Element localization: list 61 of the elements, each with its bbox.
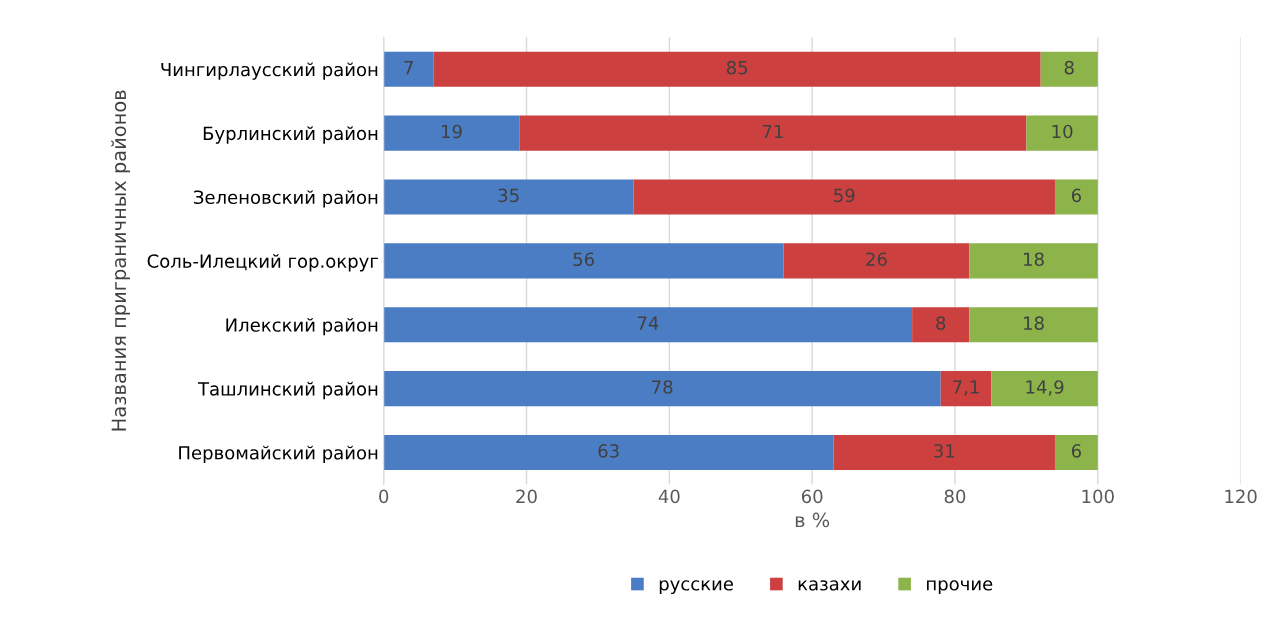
x-tick-label: 80 bbox=[944, 489, 966, 504]
bar bbox=[1054, 434, 1098, 471]
bar bbox=[940, 371, 992, 407]
bar bbox=[383, 179, 634, 215]
y-tick-label: Первомайский район bbox=[179, 445, 378, 464]
data-label: 74 bbox=[637, 316, 659, 330]
data-label: 35 bbox=[498, 188, 519, 203]
data-label: 56 bbox=[573, 252, 594, 267]
x-tick-label: 40 bbox=[658, 489, 680, 504]
y-tick-label: Ташлинский район bbox=[197, 381, 378, 400]
y-tick-label: Соль-Илецкий гор.округ bbox=[147, 254, 378, 272]
bar bbox=[1040, 51, 1098, 87]
y-tick-label: Илекский район bbox=[226, 317, 378, 336]
x-axis-title: в % bbox=[795, 512, 830, 528]
y-tick-label: Зеленовский район bbox=[194, 190, 378, 208]
data-label: 7 bbox=[404, 61, 413, 75]
bar bbox=[912, 307, 970, 343]
data-label: 18 bbox=[1024, 316, 1044, 330]
data-label: 10 bbox=[1052, 124, 1073, 139]
data-label: 63 bbox=[598, 444, 619, 458]
x-tick-label: 20 bbox=[516, 489, 537, 504]
bar bbox=[991, 371, 1098, 407]
y-tick-label: Чингирлаусский район bbox=[161, 62, 378, 80]
bar bbox=[783, 243, 970, 279]
data-label: 59 bbox=[834, 188, 855, 203]
bar bbox=[969, 307, 1098, 343]
bar bbox=[383, 307, 913, 343]
x-tick-label: 60 bbox=[801, 489, 823, 504]
data-label: 14,9 bbox=[1026, 380, 1064, 396]
data-label: 6 bbox=[1071, 188, 1081, 203]
bar bbox=[1026, 115, 1098, 151]
bar bbox=[833, 434, 1055, 471]
bar bbox=[383, 243, 784, 279]
data-label: 18 bbox=[1024, 252, 1044, 267]
bar bbox=[519, 115, 1027, 151]
legend-label: казахи bbox=[798, 580, 861, 591]
data-label: 85 bbox=[726, 60, 748, 75]
legend-label: русские bbox=[659, 580, 733, 595]
bar bbox=[383, 371, 941, 407]
y-tick-label: Бурлинский район bbox=[203, 126, 378, 144]
data-label: 6 bbox=[1071, 444, 1081, 458]
x-tick-label: 120 bbox=[1225, 489, 1257, 504]
y-axis-title: Названия приграничных районов bbox=[111, 90, 130, 431]
bar bbox=[383, 51, 434, 87]
data-label: 7,1 bbox=[953, 380, 979, 396]
bar bbox=[383, 434, 834, 471]
data-label: 19 bbox=[442, 124, 462, 139]
x-tick-label: 0 bbox=[379, 489, 389, 504]
data-label: 78 bbox=[652, 380, 673, 394]
data-label: 8 bbox=[936, 316, 946, 330]
legend-label: прочие bbox=[927, 580, 993, 595]
data-label: 31 bbox=[934, 444, 955, 458]
bar bbox=[969, 243, 1098, 279]
bar bbox=[1054, 179, 1098, 215]
bar bbox=[383, 115, 520, 151]
data-label: 71 bbox=[762, 124, 783, 139]
bar bbox=[433, 51, 1041, 87]
bar bbox=[633, 179, 1055, 215]
data-label: 26 bbox=[866, 252, 887, 267]
x-tick-label: 100 bbox=[1082, 489, 1114, 504]
data-label: 8 bbox=[1064, 60, 1074, 75]
